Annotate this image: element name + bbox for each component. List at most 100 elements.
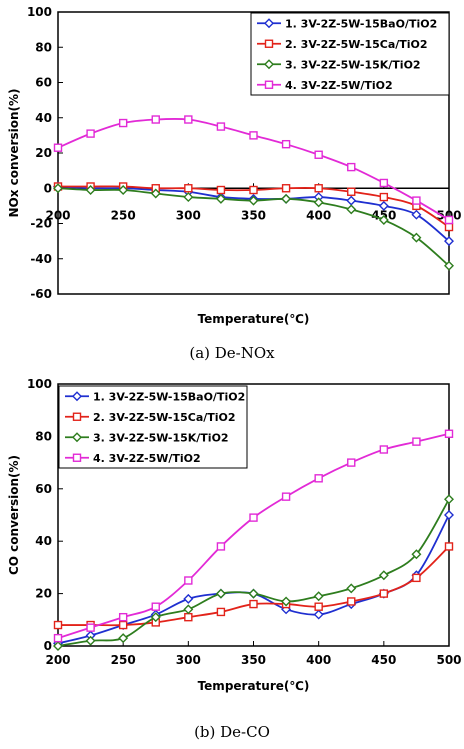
y-tick-label: -20 [30, 217, 52, 231]
data-point-diamond [118, 633, 129, 644]
legend-label: 3. 3V-2Z-5W-15K/TiO2 [285, 58, 421, 71]
legend: 1. 3V-2Z-5W-15BaO/TiO2 2. 3V-2Z-5W-15Ca/T… [58, 385, 248, 469]
data-point-square [249, 131, 258, 140]
data-point-square [412, 437, 421, 446]
y-tick-label: 100 [27, 377, 52, 391]
data-point-square [118, 620, 128, 630]
legend-marker-diamond [264, 59, 274, 70]
data-point-diamond [378, 200, 389, 211]
data-point-square [184, 612, 193, 622]
data-point-diamond [248, 195, 259, 206]
data-point-square [216, 542, 226, 551]
caption-de-co: (b) De-CO [194, 723, 270, 741]
series-3 [53, 494, 454, 651]
data-point-diamond [313, 197, 324, 208]
data-point-diamond [411, 232, 422, 243]
legend-label: 4. 3V-2Z-5W/TiO2 [285, 79, 393, 92]
x-tick-label: 250 [111, 208, 136, 222]
x-tick-label: 350 [241, 653, 266, 667]
y-tick-label: 100 [27, 5, 52, 19]
data-point-square [151, 115, 160, 124]
data-point-square [412, 196, 421, 205]
y-tick-label: -60 [30, 287, 52, 301]
data-point-square [314, 474, 323, 483]
data-point-diamond [411, 549, 422, 560]
data-point-square [444, 222, 454, 232]
data-point-square [86, 129, 95, 138]
data-point-diamond [444, 260, 454, 271]
y-tick-label: 60 [35, 76, 52, 90]
legend-marker-square [72, 412, 82, 421]
data-point-square [347, 597, 356, 606]
legend-label: 4. 3V-2Z-5W/TiO2 [93, 452, 201, 465]
data-point-diamond [150, 612, 161, 623]
y-tick-label: 60 [35, 482, 52, 496]
data-point-diamond [183, 593, 194, 604]
x-tick-label: 300 [176, 208, 201, 222]
legend-label: 2. 3V-2Z-5W-15Ca/TiO2 [93, 411, 236, 424]
x-tick-label: 250 [111, 653, 136, 667]
y-tick-label: 0 [44, 181, 52, 195]
caption-de-nox: (a) De-NOx [189, 344, 275, 362]
data-point-diamond [215, 193, 226, 204]
legend: 1. 3V-2Z-5W-15BaO/TiO2 2. 3V-2Z-5W-15Ca/T… [250, 12, 450, 96]
x-tick-label: 400 [306, 653, 331, 667]
legend-box [58, 385, 248, 469]
data-point-square [118, 612, 128, 622]
y-axis-title: NOx conversion(%) [7, 89, 21, 218]
data-point-square [314, 150, 323, 159]
data-point-square [314, 184, 323, 193]
data-point-square [444, 215, 454, 225]
x-tick-label: 500 [436, 653, 461, 667]
data-point-square [314, 602, 323, 611]
y-tick-label: 0 [44, 639, 52, 653]
y-tick-label: 20 [35, 587, 52, 601]
x-tick-label: 450 [371, 653, 396, 667]
data-point-diamond [248, 588, 259, 599]
data-point-diamond [444, 494, 454, 505]
data-point-square [53, 620, 63, 630]
data-point-diamond [313, 609, 324, 620]
x-tick-label: 200 [45, 208, 70, 222]
x-tick-label: 400 [306, 208, 331, 222]
data-point-square [249, 513, 258, 522]
chart-de-co: 0 20 40 60 80 100 200 250 300 350 400 450 500 Tempera… [7, 377, 462, 693]
data-point-square [216, 122, 226, 131]
data-point-diamond [313, 591, 324, 602]
legend-label: 2. 3V-2Z-5W-15Ca/TiO2 [285, 38, 428, 51]
y-tick-label: 80 [35, 40, 52, 54]
data-point-diamond [444, 236, 454, 247]
legend-marker-square [264, 39, 274, 48]
data-point-square [379, 178, 389, 188]
legend-marker-diamond [72, 432, 82, 443]
data-point-square [444, 542, 454, 551]
data-point-square [216, 607, 226, 617]
data-point-diamond [215, 588, 226, 599]
data-point-square [184, 115, 193, 124]
data-point-square [347, 187, 356, 196]
data-point-diamond [53, 183, 63, 194]
x-tick-label: 200 [45, 653, 70, 667]
x-axis-title: Temperature(℃) [198, 679, 310, 693]
data-point-square [118, 118, 128, 128]
data-point-diamond [281, 596, 292, 607]
series-3 [53, 183, 454, 271]
series-4 [53, 115, 454, 225]
data-point-square [151, 602, 160, 611]
y-tick-label: -40 [30, 252, 52, 266]
legend-box [250, 12, 450, 96]
x-tick-label: 500 [436, 208, 461, 222]
x-axis-title: Temperature(℃) [198, 312, 310, 326]
data-point-square [347, 162, 356, 172]
y-tick-label: 20 [35, 146, 52, 160]
data-point-square [184, 184, 193, 193]
data-point-square [281, 139, 291, 149]
legend-marker-square [264, 80, 274, 89]
data-point-diamond [444, 510, 454, 520]
data-point-square [347, 458, 356, 467]
y-tick-label: 40 [35, 534, 52, 548]
data-point-diamond [378, 214, 389, 225]
legend-marker-square [72, 453, 82, 462]
chart-de-nox: -60-40-200204060801002002503003504004505… [7, 5, 462, 326]
